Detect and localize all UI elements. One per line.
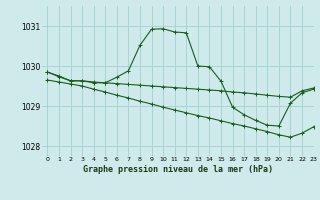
- X-axis label: Graphe pression niveau de la mer (hPa): Graphe pression niveau de la mer (hPa): [83, 165, 273, 174]
